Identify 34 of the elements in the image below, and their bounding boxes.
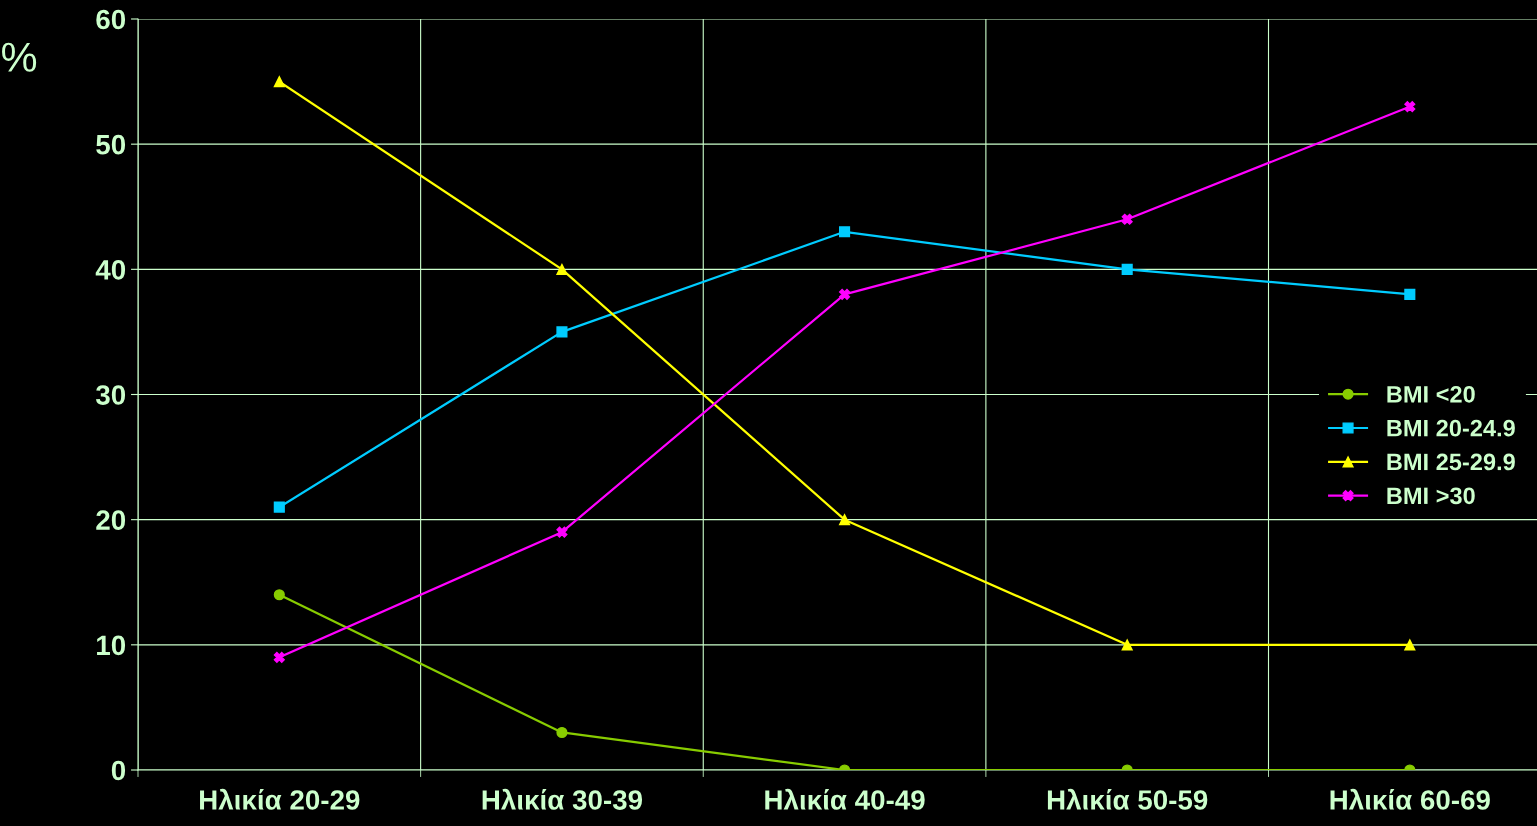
x-tick-label: Ηλικία 40-49 [765, 788, 925, 810]
legend-label: BMI >30 [1387, 487, 1475, 505]
point [1121, 263, 1133, 275]
point [273, 651, 285, 663]
y-axis-title: % [2, 42, 37, 72]
point [839, 514, 851, 526]
point [273, 589, 285, 601]
point [1121, 213, 1133, 225]
point [273, 501, 285, 513]
point [1121, 639, 1133, 651]
y-tick-label: 50 [96, 134, 126, 155]
legend-label: BMI 25-29.9 [1387, 453, 1515, 471]
x-tick-label: Ηλικία 30-39 [482, 788, 643, 810]
y-tick-label: 10 [97, 635, 126, 656]
point [1404, 288, 1416, 300]
y-tick-label: 40 [95, 260, 126, 280]
point [839, 226, 851, 238]
y-tick-label: 60 [96, 9, 126, 30]
legend-label: BMI 20-24.9 [1387, 419, 1515, 437]
y-tick-label: 20 [96, 510, 126, 531]
y-tick-label: 30 [95, 385, 126, 405]
legend-label: BMI <20 [1387, 385, 1475, 403]
point [1404, 101, 1416, 113]
x-tick-label: Ηλικία 60-69 [1330, 788, 1490, 810]
point [556, 726, 568, 739]
point [273, 76, 285, 88]
point [556, 326, 568, 338]
point [1404, 639, 1416, 651]
x-tick-label: Ηλικία 50-59 [1047, 788, 1208, 810]
point [556, 263, 568, 275]
point [839, 288, 851, 300]
y-tick-label: 0 [111, 760, 126, 781]
point [556, 526, 568, 538]
x-tick-label: Ηλικία 20-29 [200, 788, 360, 810]
